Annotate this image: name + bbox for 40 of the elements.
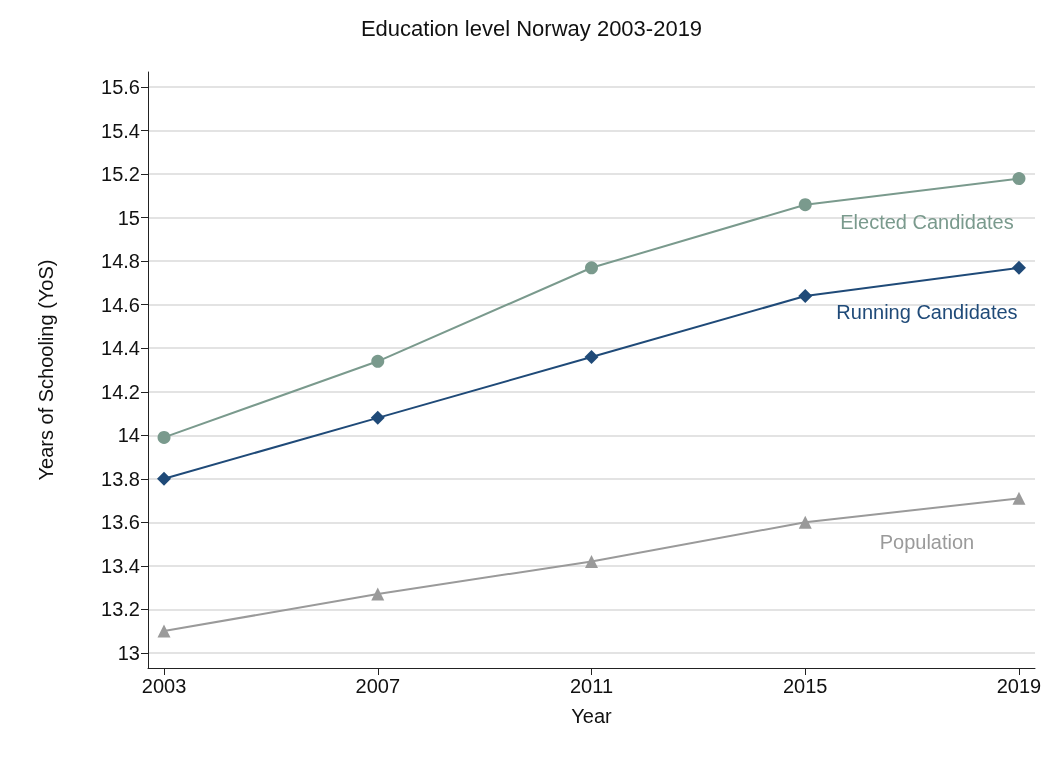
y-tick-label: 13 [117,641,140,664]
point [157,624,171,638]
point [1011,260,1026,275]
point [798,198,812,212]
point [157,430,171,444]
point [585,261,598,275]
x-tick-label: 2011 [569,675,614,697]
series-label: Running Candidates [836,300,1018,323]
point [371,354,385,368]
y-tick-label: 13.4 [101,554,140,577]
y-tick-label: 13.2 [101,598,140,621]
y-tick-label: 15 [117,206,140,229]
x-tick-label: 2003 [141,675,187,697]
x-tick-label: 2019 [996,675,1042,697]
x-tick-label: 2015 [782,675,828,697]
point [585,554,598,568]
y-tick-label: 13.6 [101,511,140,534]
y-tick-label: 14 [117,424,140,447]
y-tick-label: 15.6 [101,76,140,99]
point [798,515,812,529]
y-tick-label: 15.4 [101,119,140,142]
y-tick-label: 14.4 [101,337,140,360]
chart-title: Education level Norway 2003-2019 [360,15,703,41]
point [584,349,599,364]
y-tick-label: 15.2 [101,163,140,186]
y-axis-title: Years of Schooling (YoS) [35,259,57,481]
x-axis-title: Year [571,705,613,727]
y-tick-label: 14.6 [101,293,140,316]
point [157,471,172,486]
series-label: Elected Candidates [840,211,1014,234]
point [798,289,813,304]
point [1012,491,1026,505]
point [1012,172,1026,186]
point [370,410,385,425]
x-tick-label: 2007 [355,675,401,697]
series-label: Population [879,530,975,553]
y-tick-label: 13.8 [101,467,140,490]
y-tick-label: 14.2 [101,380,140,403]
y-tick-label: 14.8 [101,250,140,273]
point [371,587,385,601]
